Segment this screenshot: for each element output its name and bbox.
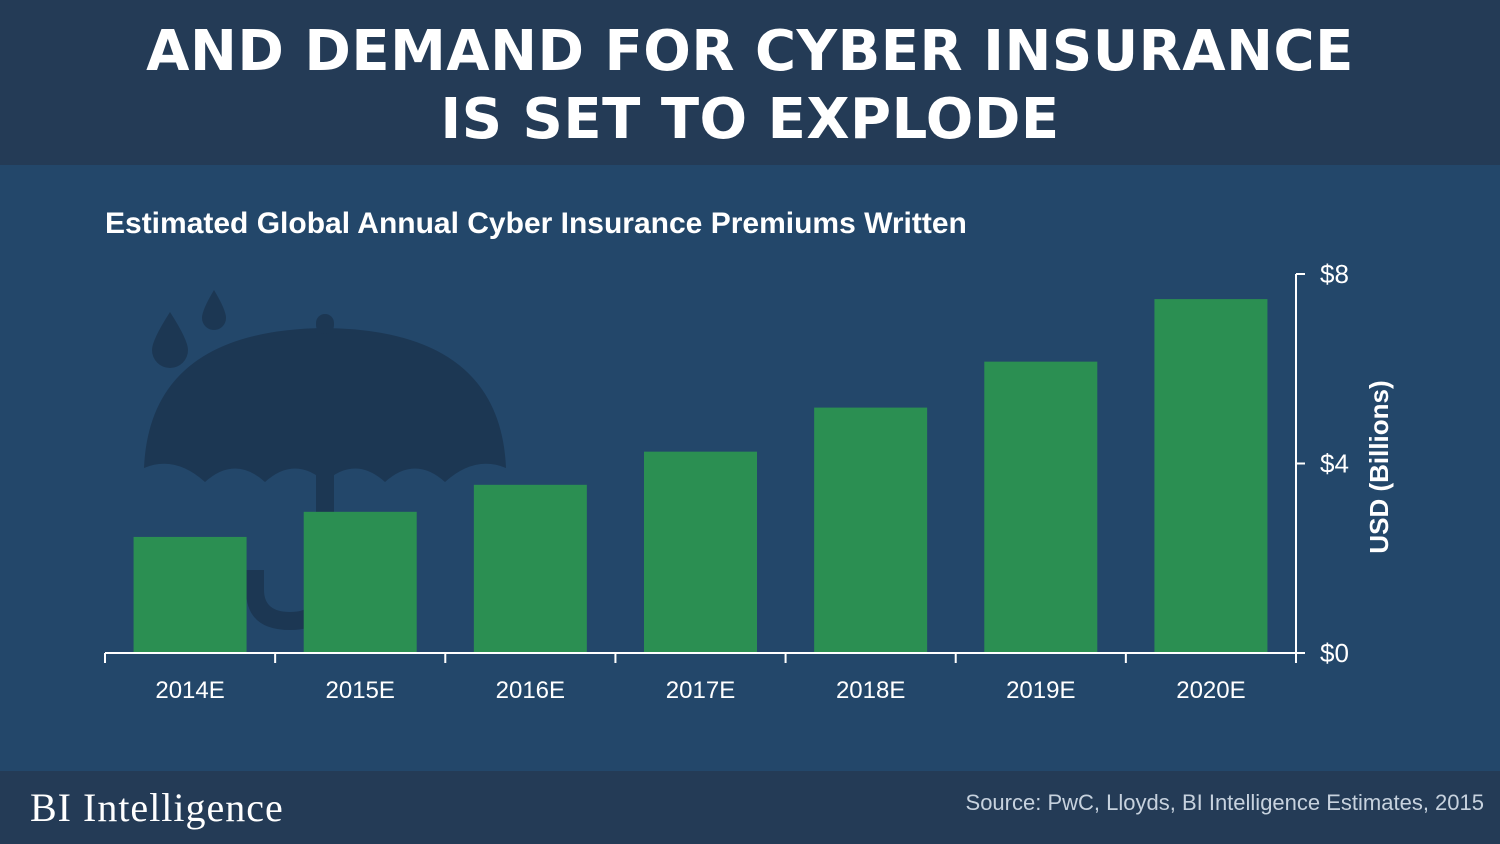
headline: AND DEMAND FOR CYBER INSURANCE IS SET TO… <box>0 18 1500 154</box>
x-tick-label: 2017E <box>666 677 735 704</box>
y-tick-label: $8 <box>1320 259 1349 289</box>
header-banner <box>0 0 1500 165</box>
source-note: Source: PwC, Lloyds, BI Intelligence Est… <box>965 790 1484 815</box>
bar-2019E <box>984 361 1098 653</box>
raindrop-icon <box>152 312 188 368</box>
x-tick-label: 2016E <box>496 677 565 704</box>
bar-2018E <box>814 407 928 653</box>
y-tick-label: $4 <box>1320 449 1349 479</box>
bar-2015E <box>303 511 417 653</box>
brand-logo: BI Intelligence <box>30 785 284 830</box>
x-tick-label: 2018E <box>836 677 905 704</box>
bar-2020E <box>1154 299 1268 653</box>
bar-2017E <box>644 451 757 653</box>
bar-2016E <box>473 484 587 653</box>
y-axis-label: USD (Billions) <box>1364 380 1394 553</box>
footer-bar <box>0 771 1500 844</box>
bar-2014E <box>133 536 247 653</box>
x-tick-label: 2020E <box>1176 677 1245 704</box>
headline-line-2: IS SET TO EXPLODE <box>440 87 1060 152</box>
chart-title: Estimated Global Annual Cyber Insurance … <box>105 207 967 240</box>
raindrop-icon <box>202 290 226 330</box>
x-tick-label: 2014E <box>155 677 224 704</box>
x-tick-label: 2019E <box>1006 677 1075 704</box>
x-tick-label: 2015E <box>326 677 395 704</box>
headline-line-1: AND DEMAND FOR CYBER INSURANCE <box>146 19 1354 84</box>
y-tick-label: $0 <box>1320 638 1349 668</box>
